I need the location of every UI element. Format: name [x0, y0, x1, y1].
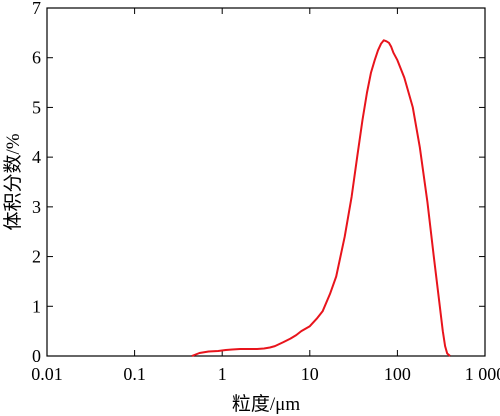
y-tick-label: 0: [32, 346, 41, 366]
y-tick-label: 1: [32, 296, 41, 316]
plot-frame: [46, 7, 486, 357]
x-tick-label: 1: [218, 364, 227, 384]
x-tick-label: 0.01: [31, 364, 63, 384]
x-tick-label: 1 000: [465, 364, 500, 384]
y-tick-label: 7: [32, 0, 41, 18]
y-tick-label: 6: [32, 48, 41, 68]
y-tick-label: 4: [32, 147, 41, 167]
y-tick-label: 3: [32, 197, 41, 217]
x-axis-title: 粒度/μm: [232, 393, 300, 415]
series-layer: [191, 39, 451, 357]
series-line: [191, 39, 451, 357]
y-tick-label: 2: [32, 247, 41, 267]
y-tick-label: 5: [32, 97, 41, 117]
y-axis-title: 体积分数/%: [2, 133, 24, 230]
y-axis: 0 1 2 3 4 5 6 7: [32, 0, 485, 366]
x-tick-label: 10: [301, 364, 319, 384]
x-tick-label: 100: [384, 364, 411, 384]
x-tick-label: 0.1: [123, 364, 146, 384]
